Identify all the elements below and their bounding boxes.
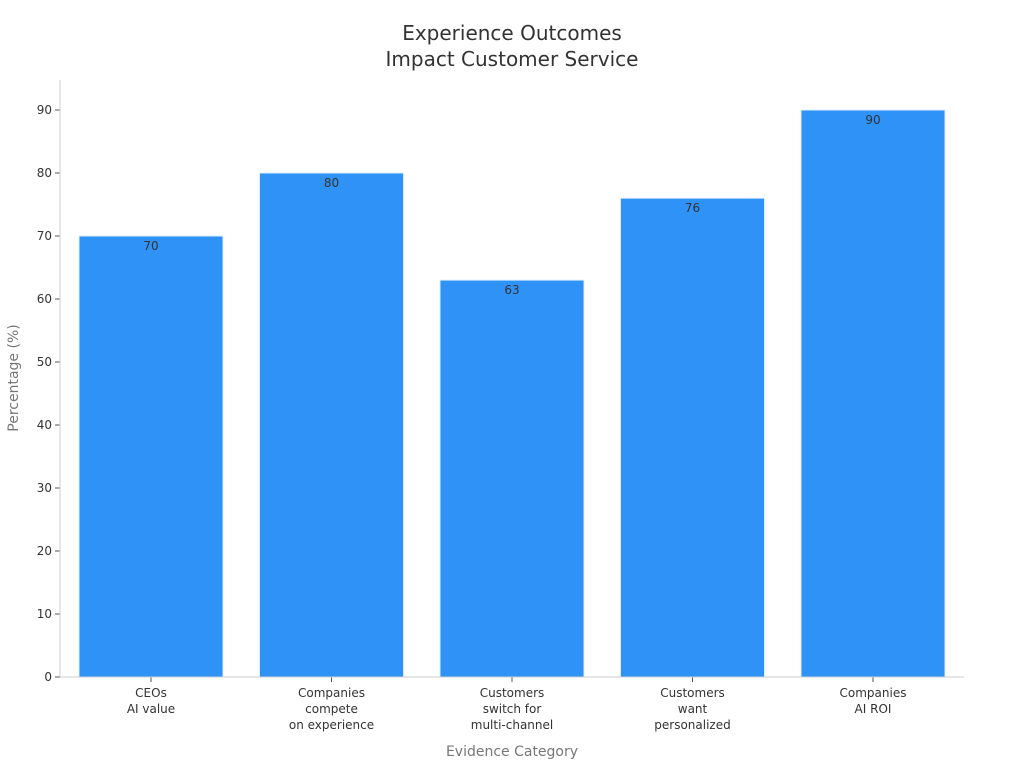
x-tick-label: Companies compete on experience bbox=[289, 686, 374, 732]
x-axis-ticks: CEOs AI value Companies compete on experienc… bbox=[127, 677, 907, 732]
x-tick-label-line: compete bbox=[305, 702, 358, 716]
bar bbox=[259, 172, 404, 678]
x-tick-label-line: want bbox=[678, 702, 708, 716]
y-axis-ticks: 0 10 20 30 40 50 60 70 80 90 bbox=[37, 103, 60, 684]
y-tick-label: 30 bbox=[37, 481, 52, 495]
bar bbox=[439, 279, 585, 678]
x-tick-label-line: switch for bbox=[483, 702, 542, 716]
y-tick-label: 90 bbox=[37, 103, 52, 117]
y-tick-label: 10 bbox=[37, 607, 52, 621]
data-labels: 70 80 63 76 90 bbox=[143, 113, 880, 297]
x-tick-label-line: personalized bbox=[654, 718, 730, 732]
bar bbox=[800, 109, 946, 678]
y-tick-label: 60 bbox=[37, 292, 52, 306]
x-tick-label-line: Companies bbox=[298, 686, 365, 700]
y-axis-label: Percentage (%) bbox=[6, 324, 22, 431]
x-tick-label-line: on experience bbox=[289, 718, 374, 732]
bars bbox=[78, 109, 946, 678]
bar-value-label: 63 bbox=[504, 283, 519, 297]
bar bbox=[78, 235, 224, 678]
bar bbox=[620, 197, 765, 678]
x-tick-label-line: AI value bbox=[127, 702, 175, 716]
chart-title-line-2: Impact Customer Service bbox=[386, 47, 639, 71]
y-tick-label: 50 bbox=[37, 355, 52, 369]
chart-title-line-1: Experience Outcomes bbox=[402, 21, 622, 45]
x-tick-label: Companies AI ROI bbox=[840, 686, 907, 716]
y-tick-label: 80 bbox=[37, 166, 52, 180]
y-tick-label: 70 bbox=[37, 229, 52, 243]
x-tick-label: CEOs AI value bbox=[127, 686, 175, 716]
x-tick-label-line: Customers bbox=[480, 686, 545, 700]
bar-value-label: 90 bbox=[865, 113, 880, 127]
x-tick-label-line: CEOs bbox=[135, 686, 167, 700]
y-tick-label: 20 bbox=[37, 544, 52, 558]
x-tick-label-line: multi-channel bbox=[471, 718, 553, 732]
x-axis-label: Evidence Category bbox=[446, 744, 578, 760]
chart-title: Experience Outcomes Impact Customer Serv… bbox=[386, 21, 639, 71]
y-tick-label: 0 bbox=[44, 670, 52, 684]
x-tick-label: Customers switch for multi-channel bbox=[471, 686, 553, 732]
x-tick-label: Customers want personalized bbox=[654, 686, 730, 732]
x-tick-label-line: Customers bbox=[660, 686, 725, 700]
x-tick-label-line: AI ROI bbox=[855, 702, 892, 716]
x-tick-label-line: Companies bbox=[840, 686, 907, 700]
bar-value-label: 80 bbox=[324, 176, 339, 190]
bar-value-label: 70 bbox=[143, 239, 158, 253]
y-tick-label: 40 bbox=[37, 418, 52, 432]
bar-value-label: 76 bbox=[685, 201, 700, 215]
